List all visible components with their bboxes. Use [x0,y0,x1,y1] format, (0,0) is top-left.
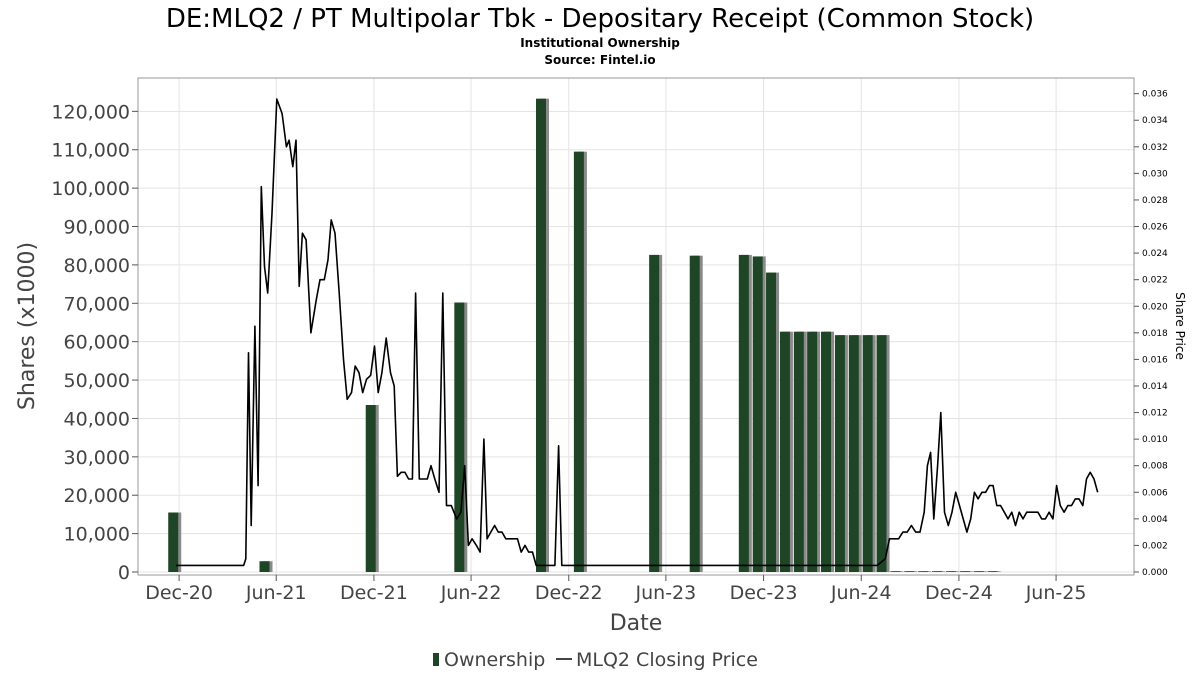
y2-tick-label: 0.032 [1142,143,1168,153]
y-tick-label: 10,000 [64,524,130,546]
y2-tick-label: 0.012 [1142,409,1168,419]
grid-lines [138,78,1134,575]
legend-price-label: MLQ2 Closing Price [576,649,758,671]
ownership-bar [848,335,859,572]
x-tick-label: Jun-23 [635,582,697,604]
x-tick-label: Jun-21 [245,582,307,604]
y-tick-label: 30,000 [64,447,130,469]
ownership-bar [945,571,956,572]
y-axis-left: 0 10,000 20,000 30,000 40,000 50,000 60,000 70,… [51,101,138,584]
y2-tick-label: 0.022 [1142,276,1168,286]
ownership-bar [793,331,804,572]
y2-tick-label: 0.004 [1142,515,1168,525]
y-tick-label: 100,000 [51,178,130,200]
legend-ownership-swatch [433,653,439,666]
y-tick-label: 110,000 [51,140,130,162]
y2-tick-label: 0.026 [1142,223,1168,233]
legend-ownership-label: Ownership [444,649,545,671]
y2-tick-label: 0.028 [1142,196,1168,206]
y-tick-label: 60,000 [64,332,130,354]
y-tick-label: 80,000 [64,255,130,277]
y2-tick-label: 0.034 [1142,116,1168,126]
ownership-bar [821,331,832,572]
y2-tick-label: 0.018 [1142,329,1168,339]
y2-tick-label: 0.010 [1142,435,1168,445]
y2-tick-label: 0.036 [1142,90,1168,100]
y2-tick-label: 0.000 [1142,568,1168,578]
price-line [175,98,1099,567]
ownership-bar [454,302,465,572]
y2-tick-label: 0.014 [1142,382,1168,392]
ownership-bar [959,571,970,572]
y2-tick-label: 0.024 [1142,249,1168,259]
y2-tick-label: 0.020 [1142,302,1168,312]
ownership-bar [259,561,270,572]
y2-tick-label: 0.030 [1142,169,1168,179]
y-axis-label: Shares (x1000) [15,242,40,410]
ownership-bar [365,405,376,572]
x-axis-label: Date [610,611,663,636]
y-tick-label: 40,000 [64,408,130,430]
ownership-bar [932,571,943,572]
ownership-bar [862,335,873,572]
chart-title: DE:MLQ2 / PT Multipolar Tbk - Depositary… [166,4,1034,34]
ownership-bar [890,571,901,572]
x-tick-label: Dec-24 [925,582,993,604]
ownership-bars [168,98,1001,572]
x-tick-label: Dec-22 [535,582,603,604]
y-tick-label: 20,000 [64,485,130,507]
y2-tick-label: 0.006 [1142,488,1168,498]
x-tick-label: Dec-20 [145,582,213,604]
y-tick-label: 90,000 [64,217,130,239]
ownership-bar [904,571,915,572]
ownership-bar [987,571,998,572]
x-tick-label: Jun-22 [440,582,502,604]
ownership-bar [535,98,546,572]
ownership-bar [738,254,749,572]
ownership-bar [834,335,845,572]
y2-tick-label: 0.002 [1142,541,1168,551]
chart-subtitle-2: Source: Fintel.io [544,53,655,67]
ownership-bar [752,256,763,572]
y-tick-label: 0 [118,562,130,584]
ownership-bar [573,151,584,572]
ownership-bar [766,272,777,572]
y-tick-label: 120,000 [51,101,130,123]
y2-tick-label: 0.008 [1142,462,1168,472]
chart-subtitle-1: Institutional Ownership [520,36,680,50]
ownership-bar [779,331,790,572]
price-line-group [175,98,1099,567]
ownership-bar [876,335,887,572]
x-axis: Dec-20 Jun-21 Dec-21 Jun-22 Dec-22 Jun-23 Dec-… [145,575,1086,604]
ownership-bar [649,254,660,572]
x-tick-label: Dec-21 [340,582,408,604]
ownership-bar [689,255,700,572]
y-tick-label: 70,000 [64,293,130,315]
ownership-bar [807,331,818,572]
plot-area-border [137,77,1135,576]
x-tick-label: Dec-23 [730,582,798,604]
ownership-bar [918,571,929,572]
y2-tick-label: 0.016 [1142,355,1168,365]
y2-axis-label: Share Price [1173,292,1187,360]
y-axis-right: 0.000 0.002 0.004 0.006 0.008 0.010 0.012 0.014… [1134,90,1168,578]
ownership-bar [168,512,179,572]
legend: Ownership MLQ2 Closing Price [433,649,758,671]
x-tick-label: Jun-25 [1025,582,1087,604]
ownership-bar [973,571,984,572]
y-tick-label: 50,000 [64,370,130,392]
x-tick-label: Jun-24 [830,582,892,604]
